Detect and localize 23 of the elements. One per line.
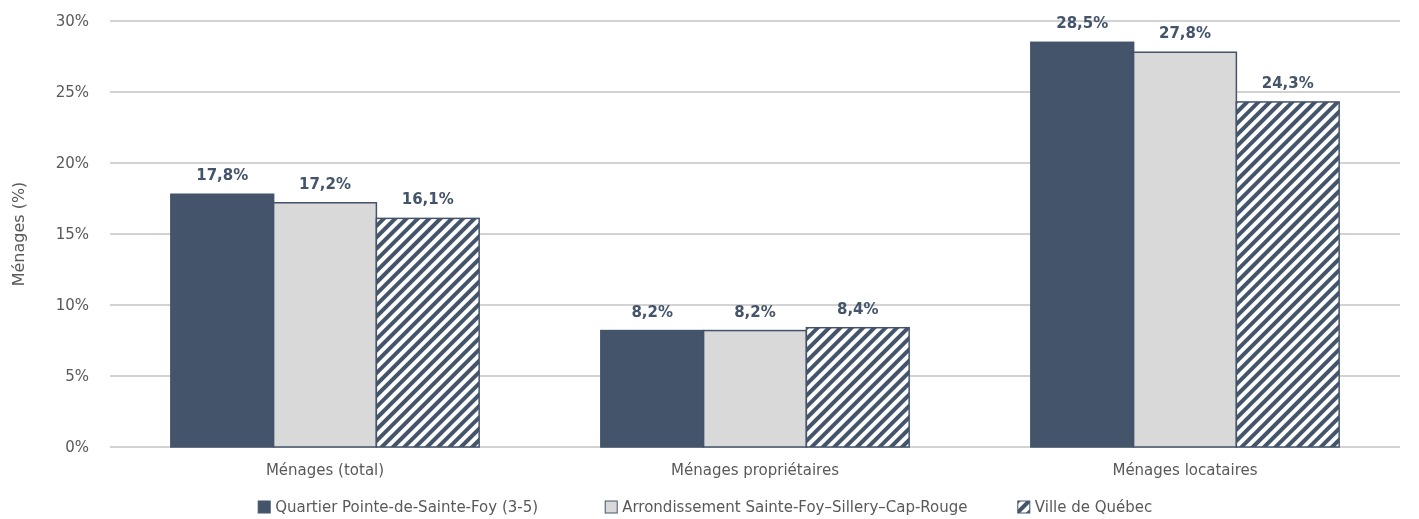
y-tick-label: 20%	[55, 154, 89, 172]
data-label: 8,2%	[734, 302, 776, 321]
x-tick-label: Ménages (total)	[265, 461, 385, 479]
y-tick-label: 0%	[65, 438, 89, 456]
data-label: 16,1%	[401, 190, 454, 209]
data-label: 24,3%	[1261, 73, 1314, 92]
data-label: 8,2%	[631, 302, 674, 321]
y-axis-title: Ménages (%)	[9, 181, 28, 287]
y-tick-label: 30%	[55, 12, 89, 30]
data-label: 17,8%	[196, 166, 249, 185]
legend-label: Ville de Québec	[1034, 498, 1153, 516]
x-tick-label: Ménages locataires	[1112, 461, 1258, 479]
y-tick-label: 5%	[65, 367, 89, 385]
legend-label: Arrondissement Sainte-Foy–Sillery–Cap-Rouge	[622, 498, 968, 516]
data-label: 17,2%	[298, 174, 352, 193]
y-tick-label: 10%	[55, 296, 89, 314]
x-tick-label: Ménages propriétaires	[671, 461, 840, 479]
data-label: 28,5%	[1056, 14, 1109, 33]
y-tick-label: 15%	[55, 225, 89, 243]
y-tick-label: 25%	[55, 83, 89, 101]
data-label: 8,4%	[836, 299, 879, 318]
legend-label: Quartier Pointe-de-Sainte-Foy (3-5)	[275, 498, 539, 516]
data-label: 27,8%	[1158, 24, 1212, 43]
